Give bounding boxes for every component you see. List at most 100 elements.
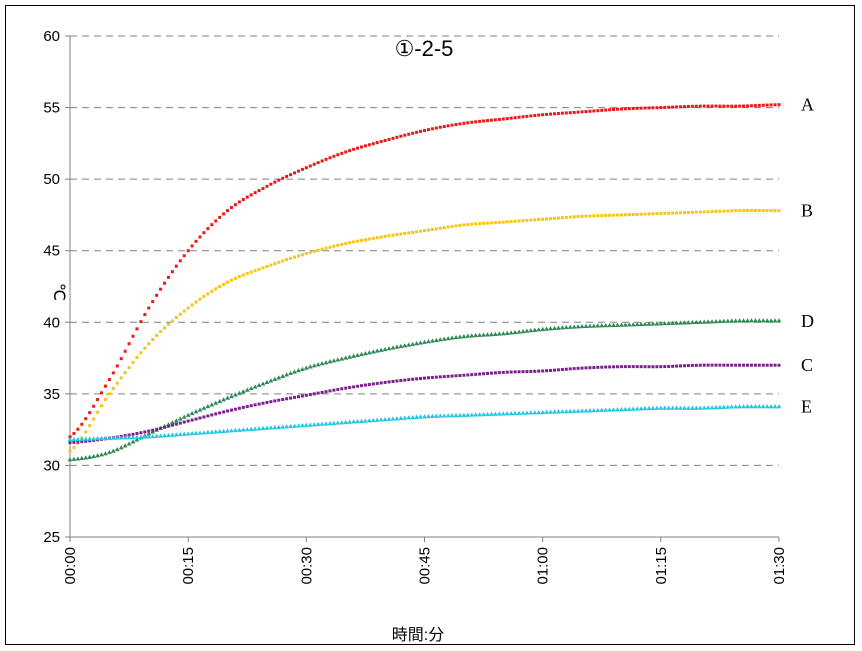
series-a-point <box>635 106 639 110</box>
series-d-point <box>445 336 451 341</box>
series-d-point <box>693 319 699 325</box>
series-d-point <box>579 323 585 329</box>
series-d-point <box>122 443 128 448</box>
series-a-point <box>170 270 174 274</box>
series-c-point <box>237 406 241 410</box>
series-b-point <box>757 209 761 213</box>
series-b-point <box>151 338 155 342</box>
series-d-point <box>646 321 652 326</box>
series-d-point <box>91 453 97 459</box>
series-b-point <box>501 220 505 224</box>
series-b-point <box>415 230 419 234</box>
series-b-point <box>336 243 340 247</box>
series-c-point <box>489 371 493 375</box>
series-e-point <box>749 404 754 409</box>
series-c-point <box>399 379 403 383</box>
series-e-point <box>449 413 455 418</box>
series-b-point <box>722 209 726 213</box>
series-e-point <box>670 405 676 410</box>
series-a-point <box>155 293 159 297</box>
series-a-point <box>714 104 718 108</box>
series-b-point <box>182 309 186 313</box>
series-c-point <box>690 363 694 367</box>
series-a-point <box>147 306 151 310</box>
series-e-point <box>422 414 427 419</box>
series-a-point <box>769 103 773 107</box>
series-b-point <box>470 222 474 226</box>
series-b-point <box>399 232 403 236</box>
series-c-point <box>332 388 336 392</box>
series-b-point <box>103 398 107 402</box>
series-d-point <box>339 356 345 361</box>
series-a-point <box>545 112 549 116</box>
series-e-point <box>233 427 238 433</box>
series-e-point <box>382 417 388 422</box>
series-c-point <box>289 396 293 400</box>
series-e-point <box>571 408 577 413</box>
series-a-point <box>344 150 348 154</box>
series-a-point <box>497 117 501 121</box>
series-b-point <box>450 224 454 228</box>
series-b-point <box>529 218 533 222</box>
series-c-point <box>667 364 671 368</box>
series-e-point <box>418 414 423 419</box>
series-d-point <box>674 320 679 325</box>
series-d-point <box>595 323 601 328</box>
series-c-point <box>411 377 415 381</box>
series-e-point <box>768 404 774 409</box>
series-e-point <box>110 435 116 440</box>
series-b-point <box>202 294 206 298</box>
series-e-point <box>378 417 384 422</box>
series-e-point <box>559 409 565 414</box>
series-d-point <box>500 331 506 336</box>
series-e-point <box>532 410 538 415</box>
series-d-point <box>79 455 85 461</box>
series-b-point <box>493 221 497 225</box>
series-c <box>68 363 781 445</box>
series-b-point <box>478 222 482 226</box>
series-a-point <box>324 157 328 161</box>
series-c-point <box>387 380 391 384</box>
series-b-point <box>773 209 777 213</box>
series-d-point <box>185 412 191 417</box>
series-d-point <box>772 318 778 323</box>
series-b-point <box>521 219 525 223</box>
series-e-point <box>213 429 219 434</box>
series-e-point <box>713 405 719 410</box>
series-e-point <box>500 411 506 416</box>
series-d-point <box>99 452 104 457</box>
series-d-point <box>75 456 81 461</box>
series-b-point <box>426 228 430 232</box>
series-a-point <box>486 119 490 123</box>
series-c-point <box>454 374 458 378</box>
series-b-point <box>257 267 261 271</box>
series-e-point <box>142 434 148 439</box>
series-d-point <box>426 339 431 344</box>
series-a-point <box>702 104 706 108</box>
series-d-point <box>567 324 573 329</box>
series-d-point <box>516 329 522 334</box>
series-a-point <box>111 371 115 375</box>
series-a-point <box>190 244 194 248</box>
series-d-point <box>496 331 502 336</box>
series-e-point <box>114 435 120 440</box>
series-b-point <box>552 216 556 220</box>
series-b-point <box>777 209 781 213</box>
series-e-point <box>225 428 230 433</box>
series-b-point <box>265 264 269 268</box>
series-b-point <box>486 221 490 225</box>
series-e-point <box>725 404 731 409</box>
series-c-point <box>619 365 623 369</box>
series-c-point <box>682 364 686 368</box>
series-c-point <box>344 386 348 390</box>
series-e-point <box>390 416 396 421</box>
series-b-point <box>383 234 387 238</box>
series-b-point <box>576 215 580 219</box>
series-a-point <box>675 105 679 109</box>
series-c-point <box>371 382 375 386</box>
series-d-point <box>717 318 723 324</box>
series-b-point <box>580 214 584 218</box>
series-b-point <box>72 446 76 450</box>
series-e-point <box>540 409 546 415</box>
series-d-point <box>461 334 467 339</box>
